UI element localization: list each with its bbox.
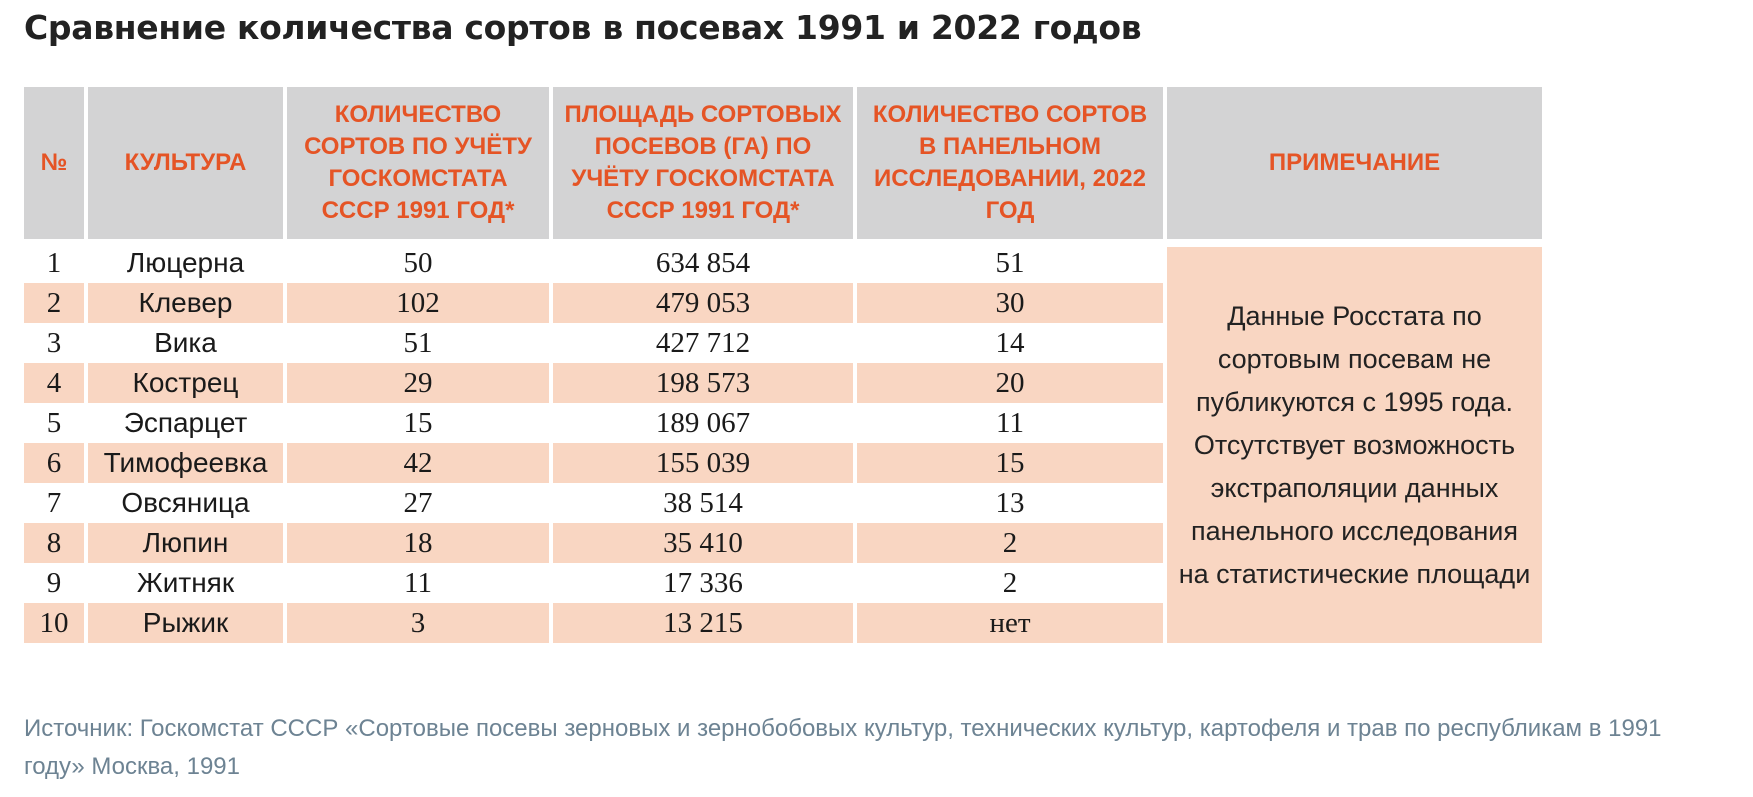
crop-name: Люпин bbox=[88, 523, 283, 563]
varieties-2022: 20 bbox=[857, 363, 1163, 403]
varieties-2022: 11 bbox=[996, 406, 1024, 439]
note-cell: Данные Росстата по сортовым посевам не п… bbox=[1167, 243, 1542, 643]
header-varieties-2022: Количество сортов в панельном исследован… bbox=[857, 87, 1163, 243]
row-number: 3 bbox=[46, 326, 62, 359]
area-1991: 427 712 bbox=[655, 326, 751, 359]
varieties-1991: 27 bbox=[403, 486, 433, 519]
area-1991: 35 410 bbox=[553, 523, 853, 563]
crop-name: Эспарцет bbox=[123, 407, 248, 438]
varieties-1991: 51 bbox=[403, 326, 433, 359]
varieties-2022: 2 bbox=[857, 523, 1163, 563]
varieties-1991: 102 bbox=[287, 283, 549, 323]
header-varieties-1991: Количество сортов по учёту Госкомстата С… bbox=[287, 87, 549, 243]
varieties-2022: 13 bbox=[995, 486, 1025, 519]
table-row: 1 Люцерна 50 634 854 51 Данные Росстата … bbox=[24, 243, 1542, 643]
varieties-1991: 50 bbox=[403, 246, 433, 279]
header-note: Примечание bbox=[1167, 87, 1542, 243]
table-row: 2 Клевер 102 479 053 30 bbox=[24, 283, 1542, 323]
varieties-2022: 15 bbox=[857, 443, 1163, 483]
crop-name: Житняк bbox=[136, 567, 235, 598]
area-1991: 13 215 bbox=[553, 603, 853, 643]
table-row: 7 Овсяница 27 38 514 13 bbox=[24, 483, 1542, 523]
table-row: 8 Люпин 18 35 410 2 bbox=[24, 523, 1542, 563]
row-number: 10 bbox=[24, 603, 84, 643]
area-1991: 634 854 bbox=[655, 246, 751, 279]
varieties-1991: 29 bbox=[287, 363, 549, 403]
varieties-2022: нет bbox=[857, 603, 1163, 643]
crop-name: Клевер bbox=[88, 283, 283, 323]
varieties-2022: 30 bbox=[857, 283, 1163, 323]
row-number: 6 bbox=[24, 443, 84, 483]
row-number: 7 bbox=[46, 486, 62, 519]
row-number: 1 bbox=[46, 246, 62, 279]
row-number: 2 bbox=[24, 283, 84, 323]
header-crop: Культура bbox=[88, 87, 283, 243]
row-number: 4 bbox=[24, 363, 84, 403]
varieties-1991: 15 bbox=[403, 406, 433, 439]
table-row: 9 Житняк 11 17 336 2 bbox=[24, 563, 1542, 603]
table-row: 3 Вика 51 427 712 14 bbox=[24, 323, 1542, 363]
crop-name: Люцерна bbox=[126, 247, 245, 278]
table-row: 10 Рыжик 3 13 215 нет bbox=[24, 603, 1542, 643]
area-1991: 479 053 bbox=[553, 283, 853, 323]
source-note: Источник: Госкомстат СССР «Сортовые посе… bbox=[24, 715, 1662, 780]
area-1991: 198 573 bbox=[553, 363, 853, 403]
row-number: 8 bbox=[24, 523, 84, 563]
varieties-2022: 14 bbox=[995, 326, 1025, 359]
crop-name: Овсяница bbox=[121, 487, 250, 518]
varieties-2022: 51 bbox=[995, 246, 1025, 279]
varieties-2022: 2 bbox=[1002, 566, 1018, 599]
varieties-1991: 11 bbox=[404, 566, 432, 599]
varieties-1991: 18 bbox=[287, 523, 549, 563]
table-row: 4 Кострец 29 198 573 20 bbox=[24, 363, 1542, 403]
varieties-1991: 42 bbox=[287, 443, 549, 483]
area-1991: 189 067 bbox=[655, 406, 751, 439]
row-number: 9 bbox=[46, 566, 62, 599]
table-row: 5 Эспарцет 15 189 067 11 bbox=[24, 403, 1542, 443]
area-1991: 155 039 bbox=[553, 443, 853, 483]
varieties-1991: 3 bbox=[287, 603, 549, 643]
table-row: 6 Тимофеевка 42 155 039 15 bbox=[24, 443, 1542, 483]
varieties-table: № Культура Количество сортов по учёту Го… bbox=[20, 87, 1546, 643]
crop-name: Кострец bbox=[88, 363, 283, 403]
header-number: № bbox=[24, 87, 84, 243]
crop-name: Тимофеевка bbox=[88, 443, 283, 483]
header-area-1991: Площадь сортовых посевов (га) по учёту Г… bbox=[553, 87, 853, 243]
crop-name: Рыжик bbox=[88, 603, 283, 643]
table-header-row: № Культура Количество сортов по учёту Го… bbox=[24, 87, 1542, 243]
crop-name: Вика bbox=[154, 327, 217, 358]
row-number: 5 bbox=[46, 406, 62, 439]
area-1991: 38 514 bbox=[663, 486, 743, 519]
area-1991: 17 336 bbox=[663, 566, 743, 599]
page-title: Сравнение количества сортов в посевах 19… bbox=[24, 8, 1142, 47]
